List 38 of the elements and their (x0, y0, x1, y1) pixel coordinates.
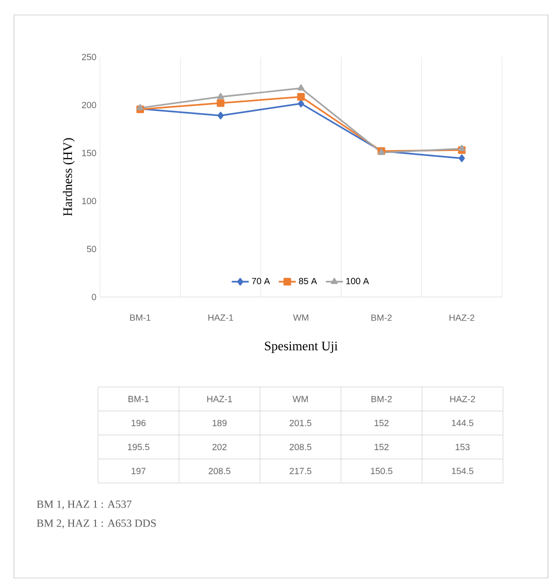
text: BM 2, HAZ 1 : A653 DDS (36, 520, 156, 528)
y-tick-label: 250 (82, 54, 96, 60)
data-label: 217.5 (290, 468, 312, 474)
x-tick-label: HAZ-2 (450, 314, 474, 321)
text: BM 1, HAZ 1 : A537 (36, 500, 132, 510)
y-axis-title: Hardness (HV) (62, 138, 75, 216)
x-tick-label: WM (293, 314, 308, 321)
y-tick-label: 50 (86, 246, 96, 252)
y-tick-label: 100 (82, 198, 96, 204)
data-label: 189 (212, 420, 227, 426)
x-tick-label: BM-2 (371, 314, 392, 321)
category-label: BM-1 (128, 396, 149, 402)
category-label: HAZ-2 (450, 396, 475, 402)
data-label: 202 (212, 444, 227, 450)
category-label: WM (292, 396, 308, 402)
data-label: 150.5 (370, 468, 392, 474)
data-label: 195.5 (128, 444, 150, 450)
data-label: 154.5 (452, 468, 474, 474)
legend-label: 70 A (252, 278, 270, 284)
y-tick-label: 0 (92, 294, 96, 300)
data-label: 208.5 (208, 468, 230, 474)
y-tick-label: 200 (82, 102, 96, 108)
data-label: 201.5 (290, 420, 312, 426)
x-tick-label: BM-1 (130, 314, 150, 321)
data-label: 144.5 (452, 420, 474, 426)
y-tick-label: 150 (82, 150, 96, 156)
category-label: HAZ-1 (207, 396, 232, 402)
legend-label: 85 A (298, 278, 318, 284)
data-label: 152 (374, 420, 389, 426)
data-label: 208.5 (290, 444, 312, 450)
category-label: BM-2 (372, 396, 392, 402)
data-label: 152 (374, 444, 389, 450)
data-label: 197 (132, 468, 146, 474)
data-label: 153 (456, 444, 470, 450)
data-label: 196 (132, 420, 146, 426)
x-tick-label: HAZ-1 (208, 314, 234, 321)
legend-label: 100 A (346, 278, 370, 284)
x-axis-title: Spesiment Uji (264, 342, 338, 353)
